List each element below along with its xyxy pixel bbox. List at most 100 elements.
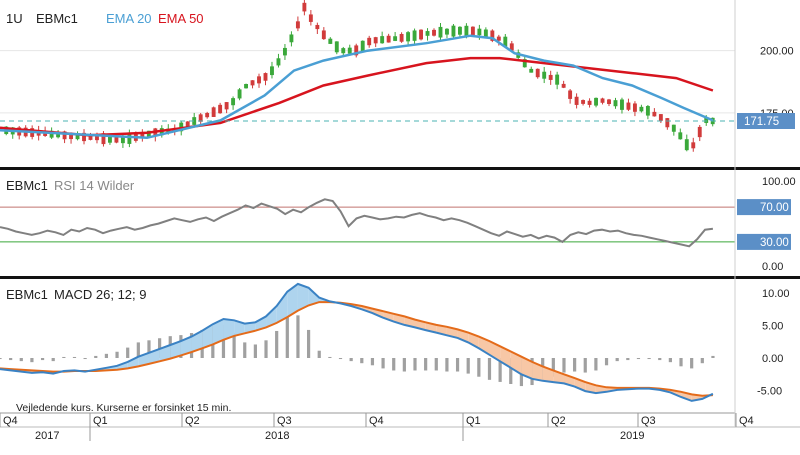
candle-body [658, 114, 663, 121]
macd-histogram-bar [83, 358, 87, 360]
candle-body [438, 26, 443, 38]
candle-body [380, 36, 385, 44]
candle-body [341, 48, 346, 54]
macd-histogram-bar [658, 358, 662, 361]
candle-body [399, 33, 404, 42]
macd-histogram-bar [498, 358, 502, 382]
rsi-tick-label: 70.00 [760, 202, 789, 214]
candle-body [334, 41, 339, 53]
candle-body [542, 71, 547, 79]
candle-body [386, 35, 391, 43]
macd-histogram-bar [466, 358, 470, 374]
year-label: 2019 [620, 430, 644, 442]
candle-body [192, 117, 197, 125]
candle-body [445, 28, 449, 35]
macd-fill [478, 336, 490, 355]
rsi-tick-label: 100.00 [762, 176, 796, 188]
macd-histogram-bar [0, 358, 2, 360]
macd-histogram-bar [615, 358, 619, 362]
candle-body [276, 58, 281, 66]
candle-body [529, 68, 534, 73]
macd-histogram-bar [338, 358, 343, 360]
macd-fill [170, 341, 181, 359]
candle-body [231, 98, 236, 106]
candle-body [697, 126, 702, 138]
candle-body [451, 25, 456, 37]
candle-body [321, 30, 326, 40]
macd-histogram-bar [72, 356, 77, 358]
candle-body [555, 74, 560, 85]
macd-histogram-bar [434, 358, 438, 371]
candle-body [237, 89, 242, 99]
candle-body [464, 25, 469, 36]
macd-histogram-bar [221, 324, 226, 358]
macd-histogram-bar [370, 358, 375, 366]
macd-histogram-bar [306, 329, 311, 358]
macd-panel[interactable]: 10.00 5.00 0.00 -5.00 [0, 282, 790, 402]
candle-body [522, 59, 527, 68]
candle-body [691, 142, 696, 149]
macd-histogram-bar [551, 358, 555, 377]
macd-histogram-bar [317, 350, 321, 358]
candle-body [295, 21, 300, 29]
candle-body [205, 113, 210, 118]
candle-body [224, 102, 229, 110]
macd-title: MACD 26; 12; 9 [54, 287, 147, 302]
candle-body [574, 96, 579, 105]
candle-body [347, 47, 352, 54]
rsi-panel[interactable]: 100.00 70.00 30.00 0.00 [0, 176, 796, 273]
quarter-label: Q2 [551, 415, 566, 427]
candle-body [470, 26, 475, 35]
macd-histogram-bar [477, 358, 481, 377]
macd-histogram-bar [104, 353, 109, 358]
macd-histogram-bar [487, 358, 492, 380]
macd-fill [255, 316, 267, 331]
period-label[interactable]: 1U [6, 11, 23, 26]
macd-fill [287, 283, 298, 318]
candle-body [483, 29, 488, 37]
macd-tick-label: -5.00 [757, 386, 782, 398]
quarter-label: Q1 [93, 415, 108, 427]
candle-body [568, 90, 573, 99]
macd-histogram-bar [40, 358, 45, 361]
macd-fill [159, 345, 171, 362]
candle-body [75, 133, 80, 140]
candle-body [257, 76, 261, 84]
candle-body [120, 137, 125, 144]
ema50-legend: EMA 50 [158, 11, 204, 26]
macd-histogram-bar [679, 358, 683, 367]
candle-body [496, 36, 501, 41]
candle-body [82, 132, 86, 142]
panel-separator [0, 167, 800, 170]
candle-body [308, 14, 313, 22]
candle-body [620, 99, 624, 110]
macd-fill [223, 319, 235, 340]
macd-histogram-bar [126, 347, 130, 358]
macd-histogram-bar [62, 356, 66, 358]
macd-histogram-bar [413, 358, 417, 371]
candle-body [270, 66, 274, 76]
candle-body [457, 26, 462, 35]
rsi-title: RSI 14 Wilder [54, 178, 135, 193]
macd-histogram-bar [583, 358, 587, 373]
quarter-label: Q4 [739, 415, 754, 427]
macd-histogram-bar [573, 358, 577, 372]
quarter-label: Q3 [277, 415, 292, 427]
candle-body [289, 34, 294, 43]
candle-body [354, 45, 359, 56]
macd-histogram-bar [275, 330, 279, 358]
candle-body [626, 102, 631, 110]
candle-body [425, 31, 430, 36]
rsi-level-tag [737, 199, 791, 216]
macd-histogram-bar [690, 358, 694, 369]
candle-body [678, 132, 683, 140]
candle-body [704, 117, 709, 123]
candle-body [360, 40, 365, 52]
macd-histogram-bar [604, 358, 609, 366]
candle-body [101, 133, 106, 145]
macd-histogram-bar [115, 351, 119, 358]
macd-histogram-bar [668, 358, 672, 363]
macd-histogram-bar [424, 358, 428, 371]
